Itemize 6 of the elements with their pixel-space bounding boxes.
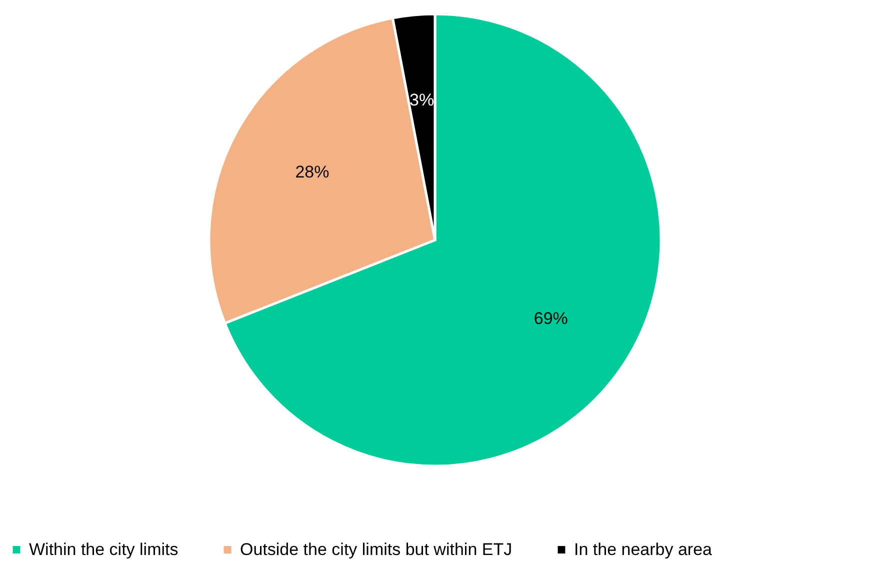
legend-label: In the nearby area: [574, 540, 713, 559]
legend-label: Outside the city limits but within ETJ: [240, 540, 512, 559]
data-label: 69%: [534, 308, 568, 328]
data-label: 28%: [295, 162, 330, 182]
legend-label: Within the city limits: [29, 540, 178, 559]
data-label: 3%: [410, 90, 434, 110]
